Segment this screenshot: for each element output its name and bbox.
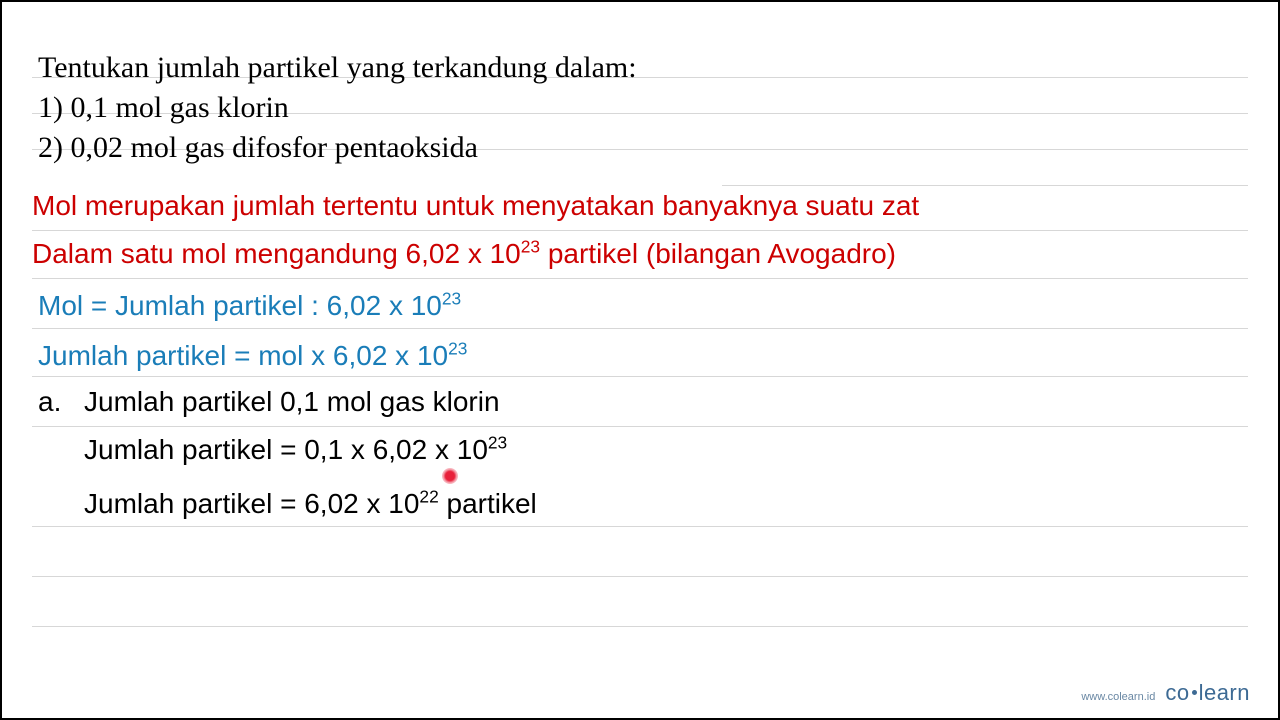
question-prompt: Tentukan jumlah partikel yang terkandung… bbox=[38, 50, 637, 86]
explain-red-2-a: Dalam satu mol mengandung 6,02 x 10 bbox=[32, 238, 521, 269]
formula-blue-2-sup: 23 bbox=[448, 339, 467, 359]
work-label-a: a. bbox=[38, 386, 61, 418]
laser-pointer-icon bbox=[442, 468, 458, 484]
rule-line bbox=[32, 376, 1248, 377]
rule-line bbox=[32, 230, 1248, 231]
dot-icon bbox=[1192, 690, 1197, 695]
explain-red-2: Dalam satu mol mengandung 6,02 x 1023 pa… bbox=[32, 238, 896, 270]
rule-line bbox=[32, 626, 1248, 627]
rule-line bbox=[32, 328, 1248, 329]
rule-line bbox=[32, 278, 1248, 279]
work-a-eq2-b: partikel bbox=[439, 488, 537, 519]
explain-red-1: Mol merupakan jumlah tertentu untuk meny… bbox=[32, 190, 919, 222]
rule-line bbox=[32, 526, 1248, 527]
document-page: Tentukan jumlah partikel yang terkandung… bbox=[0, 0, 1280, 720]
explain-red-2-sup: 23 bbox=[521, 237, 540, 257]
work-a-eq2-sup: 22 bbox=[419, 487, 438, 507]
formula-blue-1-sup: 23 bbox=[442, 289, 461, 309]
footer-logo-right: learn bbox=[1199, 680, 1250, 705]
question-item-2: 2) 0,02 mol gas difosfor pentaoksida bbox=[38, 130, 478, 166]
question-item-1: 1) 0,1 mol gas klorin bbox=[38, 90, 289, 126]
footer-url: www.colearn.id bbox=[1081, 691, 1155, 703]
rule-line bbox=[32, 426, 1248, 427]
work-a-eq1-a: Jumlah partikel = 0,1 x 6,02 x 10 bbox=[84, 434, 488, 465]
rule-line bbox=[32, 576, 1248, 577]
footer-logo-left: co bbox=[1165, 680, 1189, 705]
footer-logo: colearn bbox=[1165, 680, 1250, 706]
rule-line bbox=[722, 185, 1248, 186]
formula-blue-1: Mol = Jumlah partikel : 6,02 x 1023 bbox=[38, 290, 461, 322]
formula-blue-2-a: Jumlah partikel = mol x 6,02 x 10 bbox=[38, 340, 448, 371]
formula-blue-1-a: Mol = Jumlah partikel : 6,02 x 10 bbox=[38, 290, 442, 321]
explain-red-2-b: partikel (bilangan Avogadro) bbox=[540, 238, 896, 269]
work-a-title: Jumlah partikel 0,1 mol gas klorin bbox=[84, 386, 500, 418]
work-a-eq1: Jumlah partikel = 0,1 x 6,02 x 1023 bbox=[84, 434, 507, 466]
work-a-eq1-sup: 23 bbox=[488, 433, 507, 453]
formula-blue-2: Jumlah partikel = mol x 6,02 x 1023 bbox=[38, 340, 467, 372]
work-a-eq2-a: Jumlah partikel = 6,02 x 10 bbox=[84, 488, 419, 519]
footer: www.colearn.id colearn bbox=[1081, 680, 1250, 706]
work-a-eq2: Jumlah partikel = 6,02 x 1022 partikel bbox=[84, 488, 537, 520]
